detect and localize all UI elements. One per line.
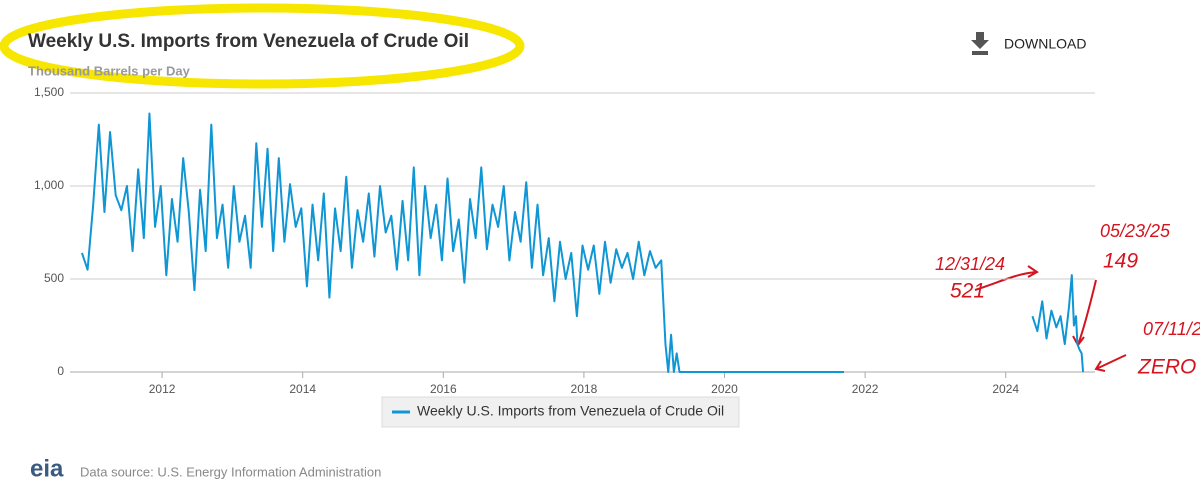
x-tick-label: 2022 (852, 382, 879, 396)
logo: eia (30, 455, 64, 482)
x-tick-label: 2024 (992, 382, 1019, 396)
x-tick-label: 2014 (289, 382, 316, 396)
annotation: 521 (950, 280, 985, 303)
x-tick-label: 2020 (711, 382, 738, 396)
y-tick-label: 1,500 (34, 85, 64, 99)
annotation: 07/11/25 (1143, 319, 1200, 339)
chart-title: Weekly U.S. Imports from Venezuela of Cr… (28, 31, 469, 52)
x-tick-label: 2018 (571, 382, 598, 396)
y-tick-label: 0 (57, 364, 64, 378)
legend-box (381, 396, 740, 428)
source-note: Data source: U.S. Energy Information Adm… (80, 464, 381, 479)
annotation: 12/31/24 (935, 254, 1005, 274)
x-tick-label: 2012 (149, 382, 176, 396)
highlight (0, 3, 525, 89)
y-tick-label: 500 (44, 271, 64, 285)
legend-label: Weekly U.S. Imports from Venezuela of Cr… (417, 403, 724, 419)
chart-subtitle: Thousand Barrels per Day (28, 63, 191, 78)
annotation: ZERO (1137, 356, 1196, 379)
annotation: 149 (1103, 250, 1138, 273)
data-line (81, 112, 1085, 373)
annotation: 05/23/25 (1100, 221, 1171, 241)
download-button[interactable]: DOWNLOAD (971, 32, 1086, 55)
arrow (1094, 354, 1127, 372)
x-tick-label: 2016 (430, 382, 457, 396)
download-icon (971, 32, 989, 55)
download-label[interactable]: DOWNLOAD (1004, 36, 1086, 52)
y-tick-label: 1,000 (34, 178, 64, 192)
